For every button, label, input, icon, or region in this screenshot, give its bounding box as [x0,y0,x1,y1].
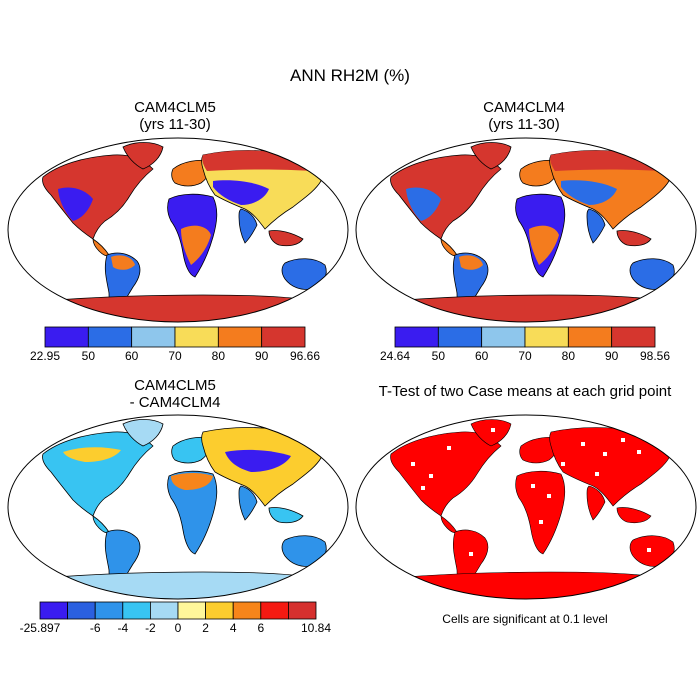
colorbar-difference: -25.897 -6 -4 -2 0 2 4 6 10.84 [20,601,331,635]
positive-region-sahara [171,473,213,490]
panel-title-line2: (yrs 11-30) [139,116,211,133]
colorbar-tick-label: 96.66 [290,349,320,363]
colorbar-tick-label: 98.56 [640,349,670,363]
wet-region-siberia [550,150,659,171]
dry-region-na [58,187,93,221]
colorbar-tick-label: 22.95 [30,349,60,363]
map-border [355,137,697,323]
land-antarctica [42,571,322,599]
colorbar-box [131,326,176,348]
colorbar-tick-label: 6 [257,621,264,635]
colorbar-box [611,326,656,348]
colorbar-box [287,601,317,620]
colorbar-box [44,326,89,348]
panel-title-line2: (yrs 11-30) [488,116,560,133]
colorbar-box [481,326,526,348]
insignificant-cells [411,428,651,556]
colorbar-tick-label: -4 [117,621,128,635]
colorbar-box [261,326,306,348]
panel-title-line2: - CAM4CLM4 [129,394,221,411]
map-border [355,414,697,600]
colorbar-tick-label: 90 [255,349,269,363]
colorbar-box [524,326,569,348]
map-border [7,414,349,600]
land-antarctica [390,571,670,599]
map-border [7,137,349,323]
colorbar-box [94,601,124,620]
map-cam4clm4 [355,137,697,323]
wet-region-sa [111,255,135,270]
wet-region-siberia [202,150,311,171]
colorbar-tick-label: 70 [168,349,182,363]
colorbar-tick-label: 2 [202,621,209,635]
colorbar-tick-label: 10.84 [301,621,331,635]
panel-title-line1: CAM4CLM4 [483,99,565,116]
wet-region-sa [459,255,483,270]
colorbar-tick-label: 70 [518,349,532,363]
colorbar-tick-label: -6 [90,621,101,635]
map-difference [7,414,349,600]
dry-region-na [406,187,441,221]
colorbar-cam4clm5: 22.95 50 60 70 80 90 96.66 [30,326,320,363]
colorbar-tick-label: 80 [212,349,226,363]
colorbar-box [260,601,289,620]
colorbar-box [232,601,262,620]
colorbar-tick-label: 60 [475,349,489,363]
negative-region-central-asia [225,449,291,472]
map-cam4clm5 [7,137,349,323]
wet-region-africa [529,225,559,265]
colorbar-tick-label: 80 [562,349,576,363]
colorbar-cam4clm4: 24.64 50 60 70 80 90 98.56 [380,326,670,363]
colorbar-tick-label: -25.897 [20,621,61,635]
colorbar-box [567,326,613,348]
colorbar-tick-label: 50 [82,349,96,363]
panel-title-cam4clm5: CAM4CLM5 (yrs 11-30) [5,99,345,133]
panel-title-difference: CAM4CLM5 - CAM4CLM4 [5,377,345,411]
land-antarctica [390,294,670,322]
figure-title: ANN RH2M (%) [290,66,410,85]
colorbar-tick-label: 4 [230,621,237,635]
panel-title-cam4clm4: CAM4CLM4 (yrs 11-30) [354,99,694,133]
colorbar-box [149,601,179,620]
colorbar-box [394,326,439,348]
wet-region-africa [181,225,211,265]
colorbar-box [122,601,151,620]
colorbar-tick-label: -2 [145,621,156,635]
colorbar-tick-label: 90 [605,349,619,363]
dry-region-central-asia [561,180,617,205]
positive-region-na [63,447,121,462]
colorbar-box [217,326,263,348]
land-antarctica [42,294,322,322]
panel-title-line1: CAM4CLM5 [134,99,216,116]
colorbar-box [437,326,483,348]
colorbar-box [205,601,234,620]
panel-title-line1: CAM4CLM5 [134,377,216,394]
dry-region-central-asia [213,180,269,205]
map-ttest [355,414,697,600]
colorbar-tick-label: 50 [432,349,446,363]
colorbar-box [174,326,219,348]
colorbar-tick-label: 24.64 [380,349,410,363]
panel-title-ttest: T-Test of two Case means at each grid po… [378,383,672,400]
colorbar-box [39,601,69,620]
ttest-footnote: Cells are significant at 0.1 level [442,612,608,626]
colorbar-tick-label: 0 [175,621,182,635]
colorbar-box [67,601,96,620]
colorbar-box [87,326,133,348]
colorbar-box [177,601,207,620]
colorbar-tick-label: 60 [125,349,139,363]
